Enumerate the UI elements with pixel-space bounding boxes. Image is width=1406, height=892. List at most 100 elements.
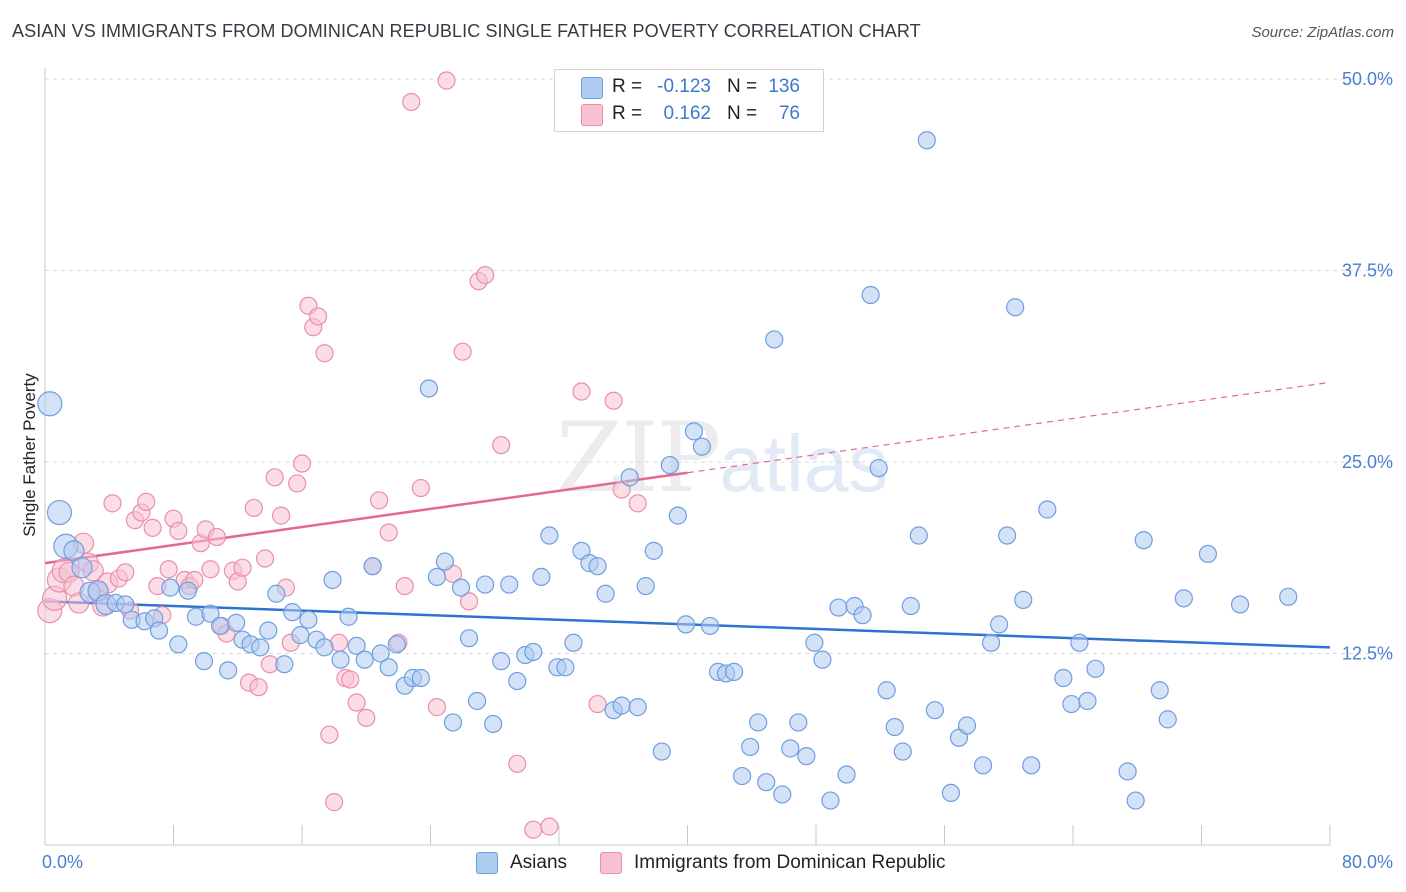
point-immigrants [437,71,456,90]
point-immigrants [169,521,188,541]
point-asians [467,691,487,711]
point-immigrants [604,391,623,410]
legend-r-label: R = [612,76,643,97]
point-immigrants [320,725,339,744]
stats-legend: R = -0.123 N = 136 R = 0.162 N = 76 [554,69,824,132]
point-asians [194,652,214,671]
point-asians [427,567,447,587]
point-asians [508,671,527,691]
point-asians [877,681,896,700]
point-asians [700,616,720,636]
chart-title: ASIAN VS IMMIGRANTS FROM DOMINICAN REPUB… [12,21,921,41]
point-immigrants [459,592,479,611]
point-immigrants [244,498,263,518]
legend-item-asians[interactable]: Asians [476,852,567,874]
point-asians [973,756,993,775]
point-immigrants [315,344,334,363]
point-immigrants [411,478,430,498]
point-asians [837,765,856,784]
point-asians [564,633,583,652]
point-asians [893,742,912,761]
point-asians [363,557,382,576]
legend-row-immigrants: R = 0.162 N = 76 [555,101,823,127]
point-asians [765,330,784,349]
point-asians [813,650,832,669]
point-asians [998,526,1017,545]
point-asians [46,499,73,526]
point-asians [1006,298,1025,317]
point-asians [251,638,270,657]
point-immigrants [272,506,291,525]
point-asians [1070,633,1089,652]
point-immigrants [395,576,414,596]
point-asians [925,701,944,720]
legend-row-asians: R = -0.123 N = 136 [555,74,823,100]
point-asians [789,713,808,732]
point-asians [869,459,888,478]
point-immigrants [402,92,421,112]
point-asians [219,661,238,680]
legend-item-immigrants[interactable]: Immigrants from Dominican Republic [600,852,946,874]
point-asians [636,576,655,596]
legend-swatch-pink [581,104,603,126]
point-immigrants [288,474,307,493]
point-immigrants [137,492,156,511]
point-asians [821,791,840,810]
point-immigrants [453,342,472,361]
x-tick-min: 0.0% [42,852,84,872]
point-immigrants [492,436,511,455]
y-tick-labels: 12.5% 25.0% 37.5% 50.0% [1342,69,1393,664]
point-asians [1198,544,1218,564]
series-legend: Asians Immigrants from Dominican Republi… [0,852,1406,878]
point-immigrants [308,307,328,326]
legend-n-value: 76 [778,103,800,124]
point-asians [757,773,776,792]
point-asians [1174,589,1193,608]
point-asians [668,506,687,525]
point-immigrants [341,670,360,689]
point-asians [781,739,800,758]
point-asians [829,598,848,617]
point-asians [1022,756,1041,775]
point-asians [684,422,704,441]
legend-label-asians: Asians [510,852,568,873]
point-asians [1158,710,1177,729]
point-asians [676,615,695,634]
legend-swatch-pink [600,852,622,874]
source-label: Source: ZipAtlas.com [1251,24,1394,41]
legend-swatch-blue [581,77,603,99]
trend-line-immigrants-solid [44,471,688,565]
point-asians [339,607,358,626]
point-asians [724,662,744,681]
point-asians [524,642,543,662]
point-immigrants [116,563,135,582]
point-immigrants [143,518,162,537]
point-asians [116,595,135,614]
point-asians [299,610,318,629]
point-asians [1150,681,1169,700]
y-tick-label: 25.0% [1342,452,1393,472]
point-immigrants [572,382,591,401]
points-immigrants [37,71,647,839]
point-asians [169,635,188,654]
point-asians [492,652,511,671]
trend-line-immigrants-dashed [687,381,1331,474]
point-asians [1054,668,1073,688]
point-asians [459,629,479,648]
point-asians [484,714,503,734]
y-tick-label: 37.5% [1342,261,1393,281]
point-immigrants [159,560,178,579]
legend-r-value: 0.162 [663,103,711,124]
legend-swatch-blue [476,852,498,874]
point-asians [227,613,246,632]
axes [44,68,1331,846]
point-asians [379,658,398,677]
point-immigrants [540,817,559,836]
point-asians [283,603,302,622]
point-asians [540,526,559,545]
point-immigrants [370,491,389,510]
point-asians [692,437,712,456]
point-immigrants [249,678,268,697]
point-immigrants [357,708,376,727]
